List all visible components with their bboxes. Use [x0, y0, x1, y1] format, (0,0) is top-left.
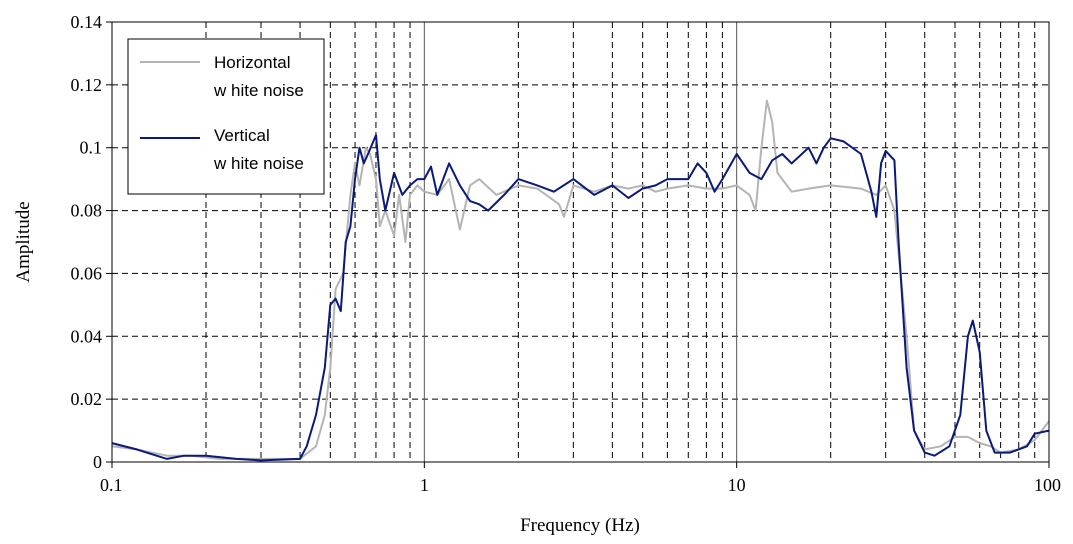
x-tick-label: 1 — [420, 475, 429, 495]
y-tick-label: 0.1 — [80, 138, 103, 158]
legend-box — [127, 38, 325, 195]
series-line-horizontal-white-noise — [111, 99, 1050, 460]
y-tick-label: 0 — [93, 452, 102, 472]
legend: Horizontal w hite noise Vertical w hite … — [127, 38, 325, 195]
data-series — [111, 99, 1050, 462]
legend-label-vertical-line1: Vertical — [214, 126, 270, 145]
y-tick-label: 0.12 — [71, 75, 103, 95]
y-tick-label: 0.14 — [71, 12, 103, 32]
series-line-vertical-white-noise — [111, 134, 1050, 462]
y-axis-title: Amplitude — [13, 201, 34, 282]
y-tick-label: 0.08 — [71, 201, 103, 221]
x-tick-label: 100 — [1034, 475, 1061, 495]
x-tick-label: 0.1 — [100, 475, 123, 495]
x-tick-label: 10 — [728, 475, 746, 495]
x-axis-title: Frequency (Hz) — [520, 515, 640, 536]
y-tick-label: 0.02 — [71, 389, 103, 409]
legend-label-horizontal-line1: Horizontal — [214, 53, 291, 72]
legend-label-vertical-line2: w hite noise — [213, 154, 304, 173]
legend-label-horizontal-line2: w hite noise — [213, 81, 304, 100]
plot-border — [111, 21, 1050, 463]
axis-ticks: 0 0.02 0.04 0.06 0.08 0.1 0.12 0.14 0.1 1 10 100 — [71, 12, 1062, 495]
y-tick-label: 0.04 — [71, 326, 103, 346]
y-tick-label: 0.06 — [71, 263, 103, 283]
